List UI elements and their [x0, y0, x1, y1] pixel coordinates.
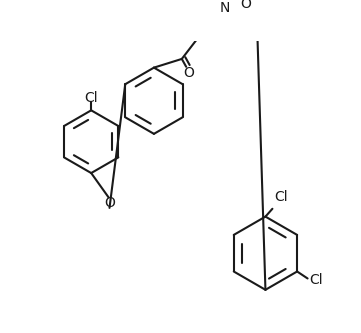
Text: Cl: Cl: [309, 273, 323, 287]
Text: O: O: [240, 0, 251, 11]
Text: N: N: [219, 1, 230, 15]
Text: O: O: [104, 196, 115, 210]
Text: Cl: Cl: [84, 91, 98, 105]
Text: Cl: Cl: [274, 190, 288, 204]
Text: O: O: [183, 66, 194, 80]
